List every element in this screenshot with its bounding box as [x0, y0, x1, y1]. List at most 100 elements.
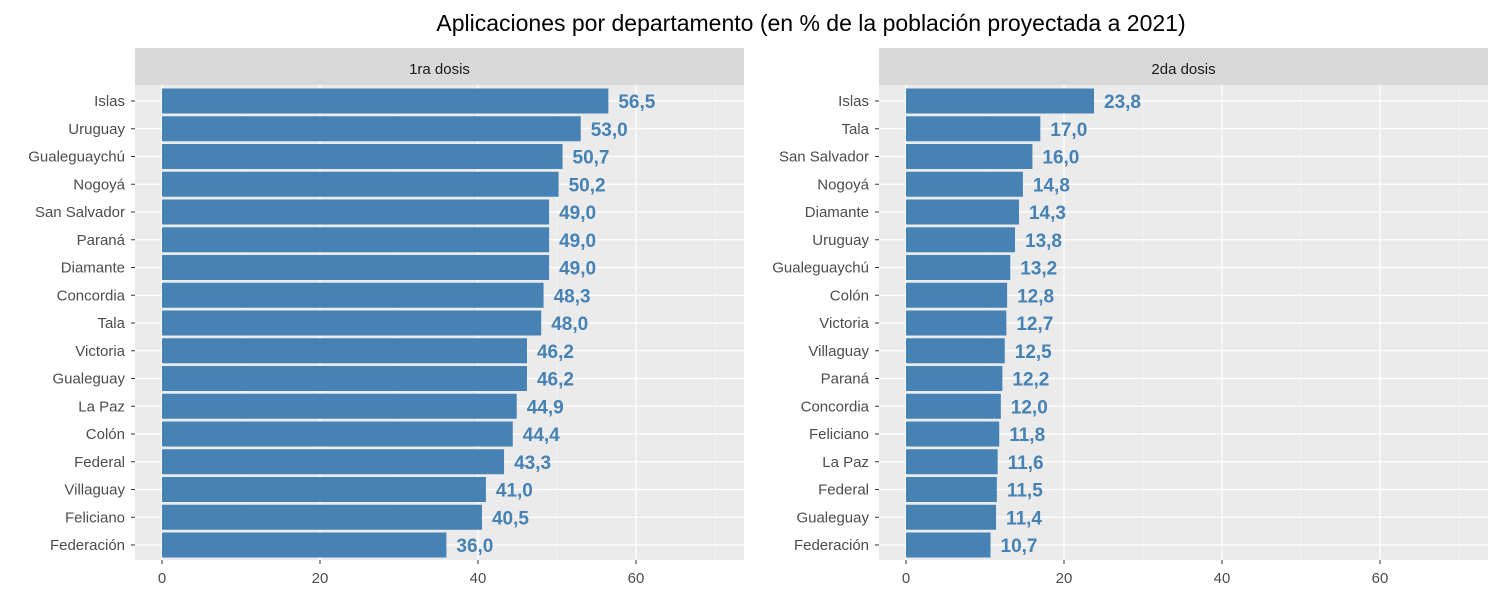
- y-tick-label: Uruguay: [812, 232, 869, 249]
- strip-background: [135, 48, 744, 85]
- bar: [906, 393, 1001, 419]
- data-label: 41,0: [496, 481, 533, 502]
- data-label: 46,2: [537, 342, 574, 363]
- y-tick-label: Concordia: [801, 398, 870, 415]
- strip-label: 2da dosis: [1151, 61, 1215, 78]
- bar: [906, 504, 997, 530]
- y-tick-label: Concordia: [57, 287, 126, 304]
- bar: [906, 449, 998, 475]
- bar: [162, 227, 550, 253]
- bar: [906, 144, 1033, 169]
- bar: [906, 421, 1000, 447]
- x-tick-label: 0: [158, 570, 166, 587]
- bar: [162, 338, 527, 364]
- y-tick-label: Colón: [86, 426, 125, 443]
- data-label: 12,7: [1016, 314, 1053, 335]
- bar: [906, 171, 1023, 197]
- bar: [162, 116, 581, 142]
- y-tick-label: Gualeguay: [52, 371, 125, 388]
- strip-background: [879, 48, 1488, 85]
- bar: [906, 366, 1003, 391]
- data-label: 11,8: [1009, 425, 1045, 446]
- y-tick-label: Federal: [818, 482, 869, 499]
- panel-1: 1ra dosis 0 20 40 60 Islas 56,5 Uruguay 53,0 Gual…: [28, 48, 744, 587]
- data-label: 43,3: [514, 453, 551, 474]
- x-tick-label: 40: [1214, 570, 1231, 587]
- bar: [162, 144, 563, 169]
- data-label: 48,3: [554, 286, 591, 307]
- data-label: 50,2: [569, 175, 606, 196]
- data-label: 14,8: [1033, 175, 1070, 196]
- bar: [162, 449, 505, 475]
- bar: [906, 227, 1016, 253]
- y-tick-label: Paraná: [77, 232, 126, 249]
- bar: [906, 282, 1008, 308]
- bar: [162, 477, 486, 502]
- y-tick-label: Tala: [841, 121, 869, 138]
- y-tick-label: Uruguay: [68, 121, 125, 138]
- bar: [162, 504, 482, 530]
- data-label: 12,0: [1011, 397, 1048, 418]
- data-label: 46,2: [537, 370, 574, 391]
- x-tick-label: 0: [902, 570, 910, 587]
- bar: [162, 282, 544, 308]
- data-label: 13,8: [1025, 231, 1062, 252]
- y-tick-label: Islas: [94, 93, 125, 110]
- y-tick-label: Federal: [74, 454, 125, 471]
- y-tick-label: Colón: [830, 287, 869, 304]
- data-label: 11,4: [1006, 508, 1042, 529]
- strip-label: 1ra dosis: [409, 61, 470, 78]
- bar: [906, 199, 1019, 225]
- bar: [162, 393, 517, 419]
- data-label: 11,5: [1007, 481, 1043, 502]
- data-label: 40,5: [492, 508, 529, 529]
- bar: [162, 88, 609, 114]
- chart-title: Aplicaciones por departamento (en % de l…: [436, 10, 1185, 36]
- data-label: 23,8: [1104, 92, 1141, 113]
- data-label: 44,9: [527, 397, 564, 418]
- data-label: 12,8: [1017, 286, 1054, 307]
- data-label: 12,2: [1012, 370, 1049, 391]
- bar: [162, 366, 527, 391]
- bar: [162, 310, 542, 336]
- y-tick-label: Gualeguaychú: [28, 149, 125, 166]
- bar: [162, 171, 559, 197]
- data-label: 49,0: [559, 203, 596, 224]
- data-label: 44,4: [523, 425, 560, 446]
- y-tick-label: Villaguay: [808, 343, 869, 360]
- bar: [906, 532, 991, 558]
- data-label: 56,5: [618, 92, 655, 113]
- y-tick-label: Nogoyá: [73, 176, 125, 193]
- bar: [906, 477, 997, 502]
- data-label: 10,7: [1001, 536, 1038, 557]
- y-tick-label: Tala: [97, 315, 125, 332]
- bar: [906, 88, 1095, 114]
- y-tick-label: La Paz: [78, 398, 125, 415]
- data-label: 13,2: [1020, 259, 1057, 280]
- y-tick-label: Paraná: [821, 371, 870, 388]
- data-label: 14,3: [1029, 203, 1066, 224]
- bar: [162, 532, 447, 558]
- data-label: 36,0: [456, 536, 493, 557]
- y-tick-label: Diamante: [805, 204, 869, 221]
- y-tick-label: Diamante: [61, 260, 125, 277]
- y-tick-label: Gualeguaychú: [772, 260, 869, 277]
- x-tick-label: 20: [1056, 570, 1073, 587]
- bar: [906, 116, 1041, 142]
- y-tick-label: Feliciano: [809, 426, 869, 443]
- data-label: 17,0: [1050, 120, 1087, 141]
- data-label: 11,6: [1008, 453, 1044, 474]
- data-label: 12,5: [1015, 342, 1052, 363]
- x-tick-label: 40: [470, 570, 487, 587]
- bar: [906, 255, 1011, 280]
- y-tick-label: Villaguay: [64, 482, 125, 499]
- y-tick-label: Nogoyá: [817, 176, 869, 193]
- y-tick-label: San Salvador: [35, 204, 125, 221]
- bar: [162, 255, 550, 280]
- y-tick-label: Feliciano: [65, 509, 125, 526]
- y-tick-label: La Paz: [822, 454, 869, 471]
- data-label: 50,7: [573, 148, 610, 169]
- y-tick-label: Victoria: [819, 315, 869, 332]
- bar: [906, 338, 1005, 364]
